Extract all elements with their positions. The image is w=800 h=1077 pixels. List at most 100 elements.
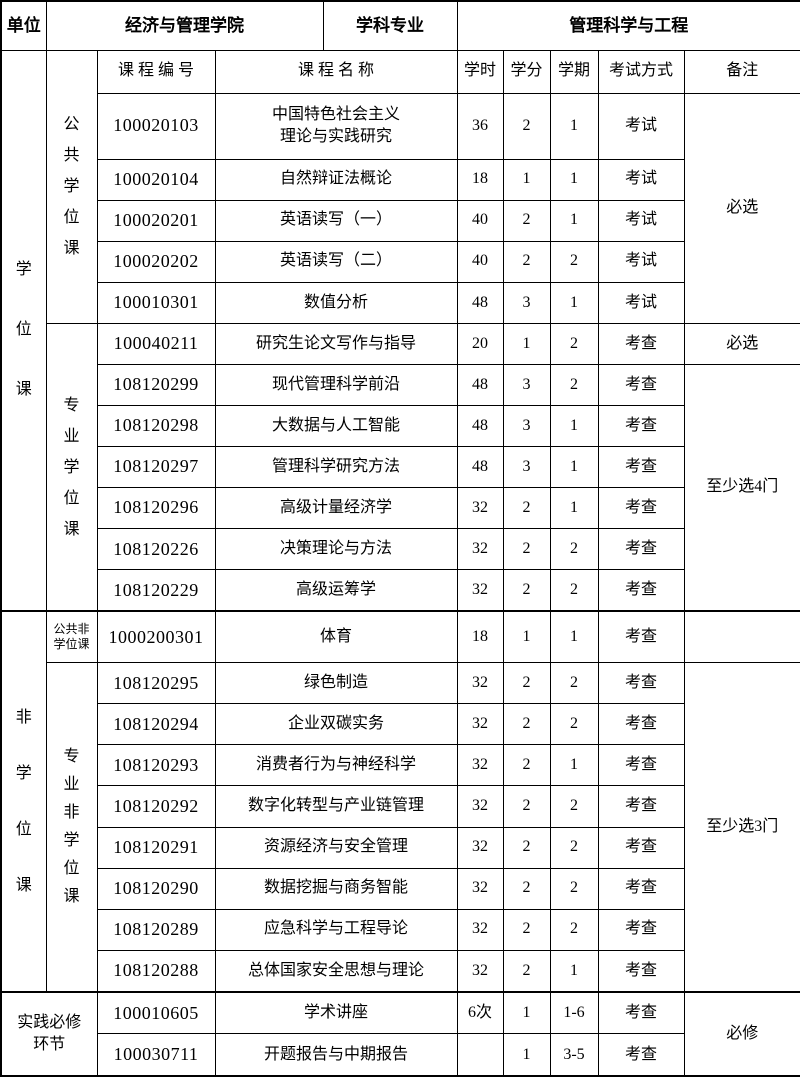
table-row: 108120226 决策理论与方法 32 2 2 考查 [1, 528, 800, 571]
course-name-cell: 自然辩证法概论 [214, 158, 458, 201]
course-code-cell: 100020202 [96, 240, 216, 283]
hours-cell: 32 [456, 569, 504, 612]
semester-cell: 2 [549, 703, 599, 746]
course-name-cell: 体育 [214, 610, 458, 664]
exam-cell: 考查 [597, 1033, 685, 1077]
col-header-semester: 学期 [549, 49, 599, 94]
table-row: 108120291 资源经济与安全管理 32 2 2 考查 [1, 826, 800, 869]
semester-cell: 2 [549, 785, 599, 828]
course-code-cell: 108120293 [96, 744, 216, 787]
semester-cell: 1 [549, 486, 599, 530]
hours-cell: 32 [456, 486, 504, 530]
course-name-cell: 研究生论文写作与指导 [214, 322, 458, 365]
table-row: 100020202 英语读写（二） 40 2 2 考试 [1, 240, 800, 283]
credits-cell: 2 [502, 703, 551, 746]
semester-cell: 1 [549, 744, 599, 787]
credits-cell: 2 [502, 486, 551, 530]
course-code-cell: 100010605 [96, 991, 216, 1035]
semester-cell: 1 [549, 92, 599, 160]
course-name-cell: 英语读写（一） [214, 199, 458, 242]
unit-label-cell: 单位 [0, 0, 47, 51]
exam-cell: 考查 [597, 486, 685, 530]
col-header-credits: 学分 [502, 49, 551, 94]
credits-cell: 2 [502, 569, 551, 612]
exam-cell: 考查 [597, 991, 685, 1035]
col-header-remark: 备注 [683, 49, 800, 94]
course-name-cell: 数据挖掘与商务智能 [214, 867, 458, 910]
table-row: 108120294 企业双碳实务 32 2 2 考查 [1, 703, 800, 746]
category-cell-non-degree: 非 学 位 课 [0, 610, 47, 993]
exam-cell: 考查 [597, 322, 685, 365]
semester-cell: 1 [549, 281, 599, 324]
semester-cell: 2 [549, 867, 599, 910]
semester-cell: 1 [549, 158, 599, 201]
course-name-cell: 学术讲座 [214, 991, 458, 1035]
hours-cell: 48 [456, 404, 504, 447]
exam-cell: 考试 [597, 92, 685, 160]
course-code-cell: 100010301 [96, 281, 216, 324]
course-name-cell: 高级运筹学 [214, 569, 458, 612]
hours-cell: 32 [456, 703, 504, 746]
course-code-cell: 108120289 [96, 908, 216, 951]
hours-cell: 36 [456, 92, 504, 160]
course-code-cell: 1000200301 [96, 610, 216, 664]
table-row: 100020104 自然辩证法概论 18 1 1 考试 [1, 158, 800, 201]
semester-cell: 2 [549, 569, 599, 612]
remark-cell: 必选 [683, 92, 800, 324]
course-name-cell: 大数据与人工智能 [214, 404, 458, 447]
course-code-cell: 108120290 [96, 867, 216, 910]
group-public-degree-label: 公 共 学 位 课 [63, 116, 80, 258]
semester-cell: 1 [549, 610, 599, 664]
table-row: 108120297 管理科学研究方法 48 3 1 考查 [1, 445, 800, 489]
table-row: 专 业 学 位 课 100040211 研究生论文写作与指导 20 1 2 考查… [1, 322, 800, 612]
credits-cell: 1 [502, 322, 551, 365]
course-code-cell: 100040211 [96, 322, 216, 365]
table-row: 108120229 高级运筹学 32 2 2 考查 [1, 569, 800, 612]
credits-cell: 2 [502, 199, 551, 242]
unit-value-cell: 经济与管理学院 [45, 0, 324, 51]
exam-cell: 考查 [597, 404, 685, 447]
col-header-name: 课 程 名 称 [214, 49, 458, 94]
hours-cell: 32 [456, 867, 504, 910]
credits-cell: 3 [502, 445, 551, 489]
hours-cell: 40 [456, 240, 504, 283]
credits-cell: 2 [502, 744, 551, 787]
exam-cell: 考试 [597, 281, 685, 324]
course-name-cell: 绿色制造 [214, 662, 458, 705]
category-cell-degree: 学 位 课 [0, 49, 47, 612]
table-row-column-header: 学 位 课 公 共 学 位 课 课 程 编 号 课 程 名 称 学时 学分 学期… [0, 49, 800, 612]
credits-cell: 1 [502, 991, 551, 1035]
table-row: 100030711 开题报告与中期报告 1 3-5 考查 [1, 1033, 800, 1077]
hours-cell: 32 [456, 949, 504, 993]
course-name-cell: 开题报告与中期报告 [214, 1033, 458, 1077]
exam-cell: 考查 [597, 908, 685, 951]
category-non-degree-label: 非 学 位 课 [15, 708, 32, 894]
credits-cell: 3 [502, 404, 551, 447]
group-cell-professional-degree: 专 业 学 位 课 [45, 322, 98, 612]
exam-cell: 考查 [597, 703, 685, 746]
exam-cell: 考查 [597, 610, 685, 664]
group-cell-public-degree: 公 共 学 位 课 [45, 49, 98, 324]
course-name-cell: 数字化转型与产业链管理 [214, 785, 458, 828]
exam-cell: 考查 [597, 445, 685, 489]
course-name-cell: 资源经济与安全管理 [214, 826, 458, 869]
hours-cell: 32 [456, 785, 504, 828]
hours-cell: 20 [456, 322, 504, 365]
course-code-cell: 100020104 [96, 158, 216, 201]
course-name-cell: 高级计量经济学 [214, 486, 458, 530]
course-code-cell: 108120299 [96, 363, 216, 406]
course-code-cell: 108120229 [96, 569, 216, 612]
course-code-cell: 108120294 [96, 703, 216, 746]
semester-cell: 3-5 [549, 1033, 599, 1077]
exam-cell: 考试 [597, 240, 685, 283]
credits-cell: 2 [502, 949, 551, 993]
table-row: 108120296 高级计量经济学 32 2 1 考查 [1, 486, 800, 530]
semester-cell: 1 [549, 445, 599, 489]
group-cell-professional-non-degree: 专 业 非 学 位 课 [45, 662, 98, 993]
hours-cell: 32 [456, 528, 504, 571]
exam-cell: 考查 [597, 867, 685, 910]
credits-cell: 2 [502, 240, 551, 283]
course-code-cell: 100020201 [96, 199, 216, 242]
semester-cell: 2 [549, 528, 599, 571]
